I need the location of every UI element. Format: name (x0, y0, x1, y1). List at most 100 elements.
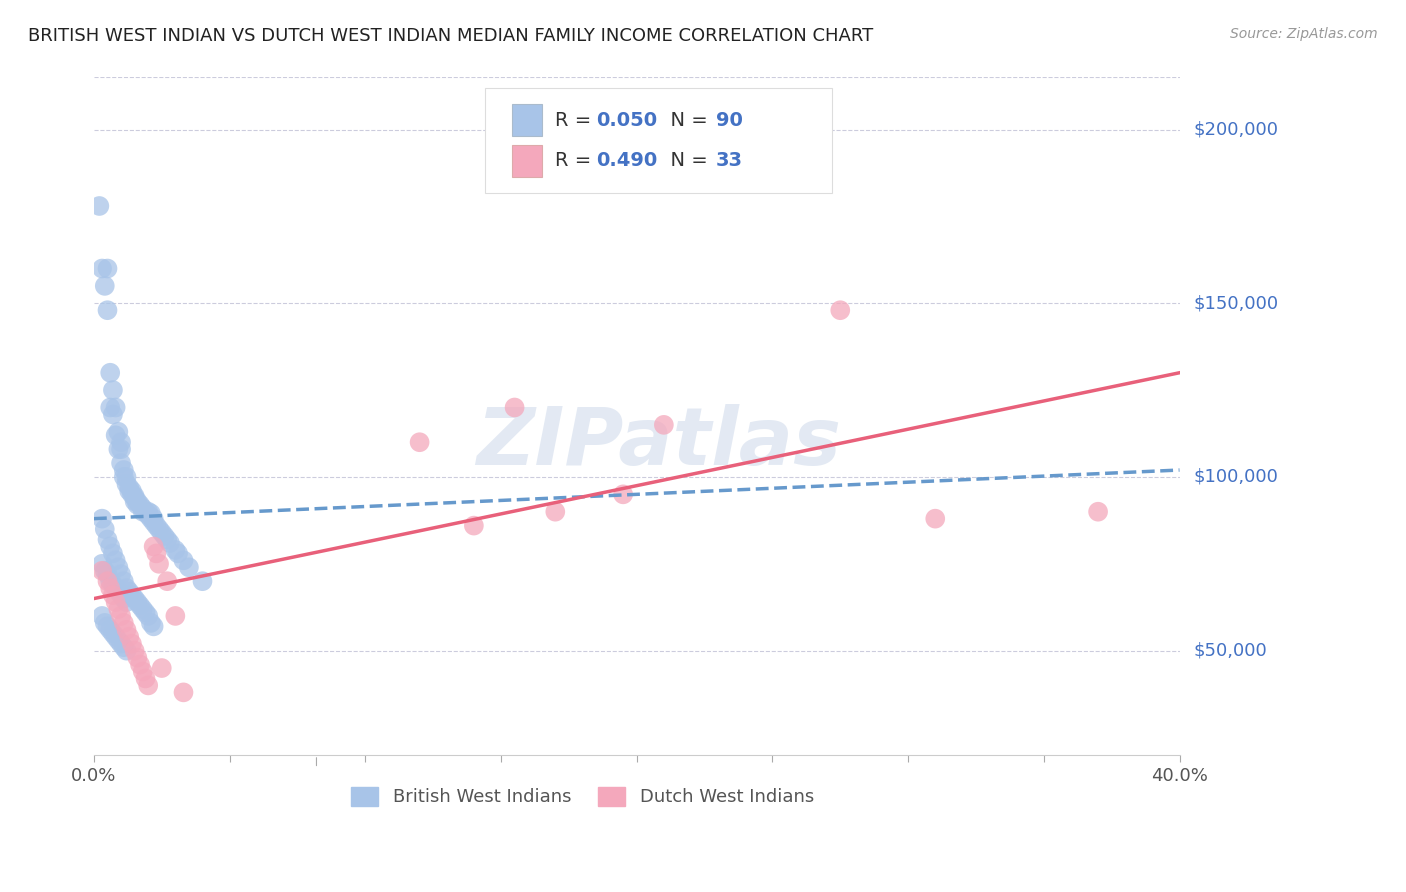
Point (110, 435, 132, 450)
Point (148, 522, 170, 536)
Point (142, 511, 165, 525)
Point (110, 456, 132, 470)
Point (118, 584, 141, 599)
Point (101, 626, 124, 640)
Point (96, 567, 118, 582)
Point (165, 609, 187, 624)
Point (96, 619, 118, 633)
Point (132, 602, 155, 616)
Point (112, 591, 135, 606)
Point (101, 546, 124, 560)
Point (136, 505, 159, 519)
Point (142, 515, 165, 529)
Point (121, 637, 143, 651)
Point (148, 557, 170, 571)
Point (96, 261, 118, 276)
Point (167, 546, 190, 560)
Point (142, 540, 165, 554)
Point (924, 511, 946, 525)
Point (173, 553, 195, 567)
Point (112, 463, 135, 477)
Point (91, 609, 114, 624)
Text: 33: 33 (716, 152, 742, 170)
Point (115, 470, 138, 484)
Bar (512, 103, 543, 136)
Point (107, 442, 129, 457)
Point (112, 640, 135, 655)
Point (118, 483, 141, 498)
Point (503, 401, 526, 415)
Point (830, 303, 852, 318)
Point (118, 480, 141, 494)
Point (124, 591, 146, 606)
Point (101, 577, 124, 591)
Point (139, 615, 162, 630)
Point (112, 470, 135, 484)
Text: 0.050: 0.050 (596, 111, 658, 129)
Point (89, 199, 111, 213)
Point (127, 595, 149, 609)
Point (132, 665, 155, 679)
Point (98, 366, 121, 380)
Point (652, 417, 675, 432)
Point (104, 428, 127, 442)
Point (94, 564, 117, 578)
Point (112, 615, 135, 630)
Point (101, 588, 124, 602)
Point (91, 511, 114, 525)
Text: N =: N = (658, 152, 714, 170)
Text: R =: R = (555, 111, 598, 129)
Point (94, 279, 117, 293)
Point (142, 619, 165, 633)
Point (134, 505, 156, 519)
Point (165, 543, 187, 558)
Point (91, 557, 114, 571)
Point (127, 650, 149, 665)
Point (110, 567, 132, 582)
Point (132, 505, 155, 519)
Point (124, 489, 146, 503)
Point (463, 518, 485, 533)
Point (153, 529, 176, 543)
Point (98, 581, 121, 595)
Point (104, 595, 127, 609)
Point (150, 661, 173, 675)
Point (91, 564, 114, 578)
Point (136, 609, 159, 624)
Point (107, 633, 129, 648)
Point (118, 630, 141, 644)
FancyBboxPatch shape (485, 87, 832, 193)
Point (110, 637, 132, 651)
Point (177, 560, 200, 574)
Point (129, 657, 152, 672)
Point (150, 525, 173, 540)
Point (156, 533, 179, 547)
Text: BRITISH WEST INDIAN VS DUTCH WEST INDIAN MEDIAN FAMILY INCOME CORRELATION CHART: BRITISH WEST INDIAN VS DUTCH WEST INDIAN… (28, 27, 873, 45)
Point (98, 623, 121, 637)
Bar (512, 145, 543, 177)
Legend: British West Indians, Dutch West Indians: British West Indians, Dutch West Indians (344, 780, 821, 814)
Text: $200,000: $200,000 (1194, 120, 1278, 138)
Point (129, 599, 152, 613)
Point (191, 574, 214, 589)
Point (115, 581, 138, 595)
Point (124, 491, 146, 505)
Text: Source: ZipAtlas.com: Source: ZipAtlas.com (1230, 27, 1378, 41)
Point (134, 672, 156, 686)
Point (94, 522, 117, 536)
Point (121, 588, 143, 602)
Point (112, 574, 135, 589)
Point (544, 505, 567, 519)
Point (127, 494, 149, 508)
Point (115, 595, 138, 609)
Point (136, 508, 159, 523)
Point (156, 574, 179, 589)
Point (134, 606, 156, 620)
Text: 90: 90 (716, 111, 742, 129)
Point (124, 643, 146, 657)
Point (129, 498, 152, 512)
Point (94, 615, 117, 630)
Point (115, 623, 138, 637)
Point (110, 588, 132, 602)
Point (136, 678, 159, 692)
